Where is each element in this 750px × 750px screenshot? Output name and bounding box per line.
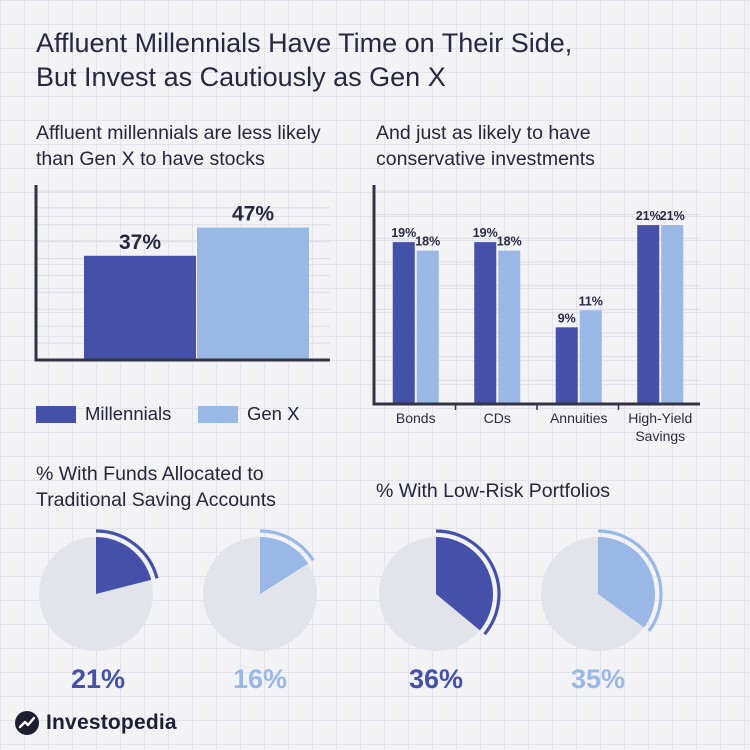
category-label-3: Annuities — [550, 410, 608, 426]
savings-millennials-pie-arc — [95, 529, 159, 579]
millennials-data-label-1: 19% — [391, 226, 416, 240]
millennials-bar-2 — [474, 242, 497, 404]
savings-millennials-value: 21% — [70, 664, 126, 694]
stocks-subtitle-line-1: Affluent millennials are less likely — [36, 122, 321, 144]
conservative-chart-subtitle: And just as likely to have conservative … — [376, 120, 716, 172]
conservative-bar-chart: 19%18%Bonds19%18%CDs9%11%Annuities21%21%… — [372, 185, 700, 444]
category-label-4: Savings — [635, 428, 685, 444]
category-label-1: Bonds — [396, 410, 436, 426]
genx-data-label-1: 18% — [415, 235, 440, 249]
millennials-swatch — [36, 405, 76, 423]
category-label-2: CDs — [484, 410, 511, 426]
low-risk-millennials-value: 36% — [408, 664, 464, 694]
legend-millennials: Millennials — [36, 402, 171, 426]
conservative-subtitle-line-1: And just as likely to have — [376, 122, 591, 144]
stocks-chart-subtitle: Affluent millennials are less likely tha… — [36, 120, 366, 172]
savings-millennials-pie-slice — [96, 537, 152, 594]
stocks-millennials-label: 37% — [119, 231, 161, 254]
genx-legend-label: Gen X — [247, 403, 300, 424]
genx-bar-4 — [661, 225, 684, 404]
pie-charts — [39, 529, 663, 651]
savings-genx-value: 16% — [232, 664, 288, 694]
genx-swatch — [198, 405, 238, 423]
stocks-bar-chart: 37% 47% — [34, 185, 330, 362]
stocks-subtitle-line-2: than Gen X to have stocks — [36, 148, 265, 170]
investopedia-logo-icon — [15, 711, 39, 735]
genx-data-label-3: 11% — [579, 294, 603, 308]
genx-bar-2 — [498, 250, 521, 404]
savings-pies-subtitle: % With Funds Allocated to Traditional Sa… — [36, 461, 356, 513]
low-risk-genx-pie-slice — [598, 537, 655, 628]
conservative-subtitle-line-2: conservative investments — [376, 148, 595, 170]
savings-subtitle-line-2: Traditional Saving Accounts — [36, 489, 276, 511]
savings-genx-pie-slice — [260, 537, 309, 594]
low-risk-pies-subtitle: % With Low-Risk Portfolios — [376, 480, 611, 502]
genx-bar-1 — [416, 250, 439, 404]
millennials-data-label-2: 19% — [473, 226, 498, 240]
savings-genx-pie-arc — [259, 529, 315, 562]
low-risk-millennials-pie-slice — [436, 537, 493, 631]
stocks-genx-label: 47% — [232, 203, 274, 226]
millennials-data-label-3: 9% — [558, 311, 576, 325]
genx-data-label-2: 18% — [497, 235, 522, 249]
low-risk-genx-value: 35% — [570, 664, 626, 694]
savings-subtitle-line-1: % With Funds Allocated to — [36, 463, 264, 485]
millennials-legend-label: Millennials — [85, 403, 172, 424]
title-line-1: Affluent Millennials Have Time on Their … — [36, 28, 573, 58]
brand-name: Investopedia — [46, 711, 177, 734]
low-risk-genx-pie-arc — [597, 529, 663, 632]
millennials-data-label-4: 21% — [636, 209, 661, 223]
stocks-millennials-bar — [84, 255, 196, 360]
legend-genx: Gen X — [198, 402, 299, 426]
page-title: Affluent Millennials Have Time on Their … — [36, 26, 716, 94]
investopedia-logo: Investopedia — [14, 708, 177, 738]
category-label-4: High-Yield — [628, 410, 692, 426]
genx-bar-3 — [579, 310, 602, 404]
millennials-bar-1 — [392, 242, 415, 404]
millennials-bar-4 — [637, 225, 660, 404]
millennials-bar-3 — [555, 327, 578, 404]
title-line-2: But Invest as Cautiously as Gen X — [36, 62, 446, 92]
genx-data-label-4: 21% — [660, 209, 685, 223]
low-risk-millennials-pie-arc — [435, 529, 501, 636]
stocks-genx-bar — [197, 227, 309, 360]
